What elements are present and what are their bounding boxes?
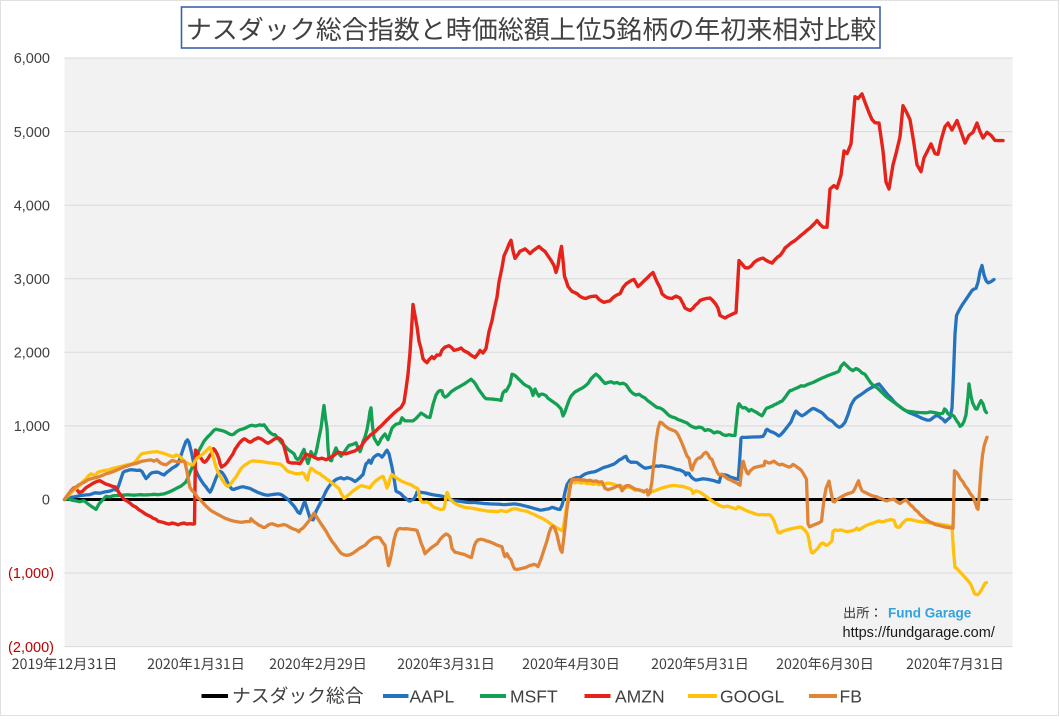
svg-text:Fund Garage: Fund Garage: [888, 606, 972, 621]
svg-text:0: 0: [42, 493, 50, 509]
svg-text:2,000: 2,000: [14, 346, 50, 362]
svg-text:FB: FB: [840, 686, 862, 706]
svg-text:AMZN: AMZN: [615, 686, 665, 706]
svg-text:6,000: 6,000: [14, 51, 50, 67]
svg-text:AAPL: AAPL: [410, 686, 455, 706]
svg-text:5,000: 5,000: [14, 125, 50, 141]
svg-text:(1,000): (1,000): [8, 566, 54, 582]
svg-text:3,000: 3,000: [14, 272, 50, 288]
svg-text:MSFT: MSFT: [510, 686, 558, 706]
svg-text:4,000: 4,000: [14, 198, 50, 214]
svg-text:GOOGL: GOOGL: [720, 686, 784, 706]
svg-text:(2,000): (2,000): [8, 640, 54, 656]
svg-text:https://fundgarage.com/: https://fundgarage.com/: [843, 625, 996, 641]
svg-text:1,000: 1,000: [14, 419, 50, 435]
